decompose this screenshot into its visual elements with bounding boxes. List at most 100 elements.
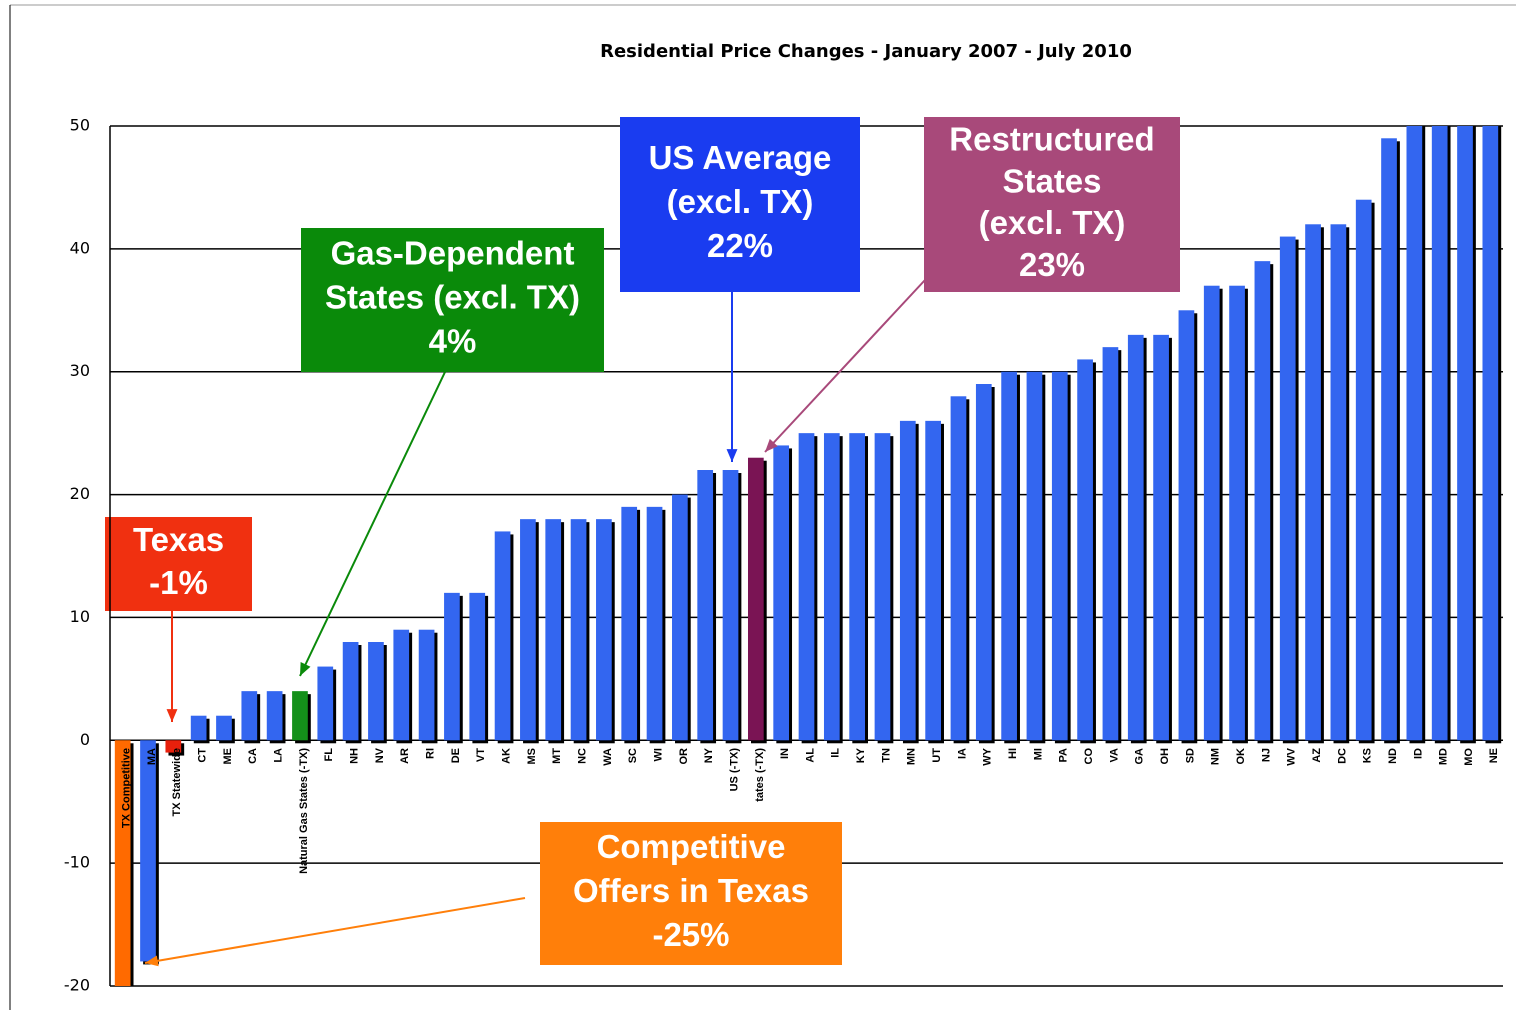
x-tick-label: ME <box>222 748 234 765</box>
x-tick-label: CA <box>247 748 259 764</box>
y-tick-label: 0 <box>80 730 90 749</box>
bar <box>1153 334 1169 741</box>
annotations: Gas-Dependent States (excl. TX) 4% US Avera… <box>105 117 1180 967</box>
annotation-text: Offers in Texas <box>573 872 809 909</box>
bar <box>1330 224 1347 741</box>
x-tick-label: VA <box>1108 748 1120 763</box>
annotation-text: (excl. TX) <box>667 183 814 220</box>
bar <box>368 642 384 741</box>
annotation-text: 22% <box>707 227 773 264</box>
x-tick-label: TX Competitive <box>121 748 133 828</box>
annotation-text: -1% <box>149 564 208 601</box>
bar <box>950 396 967 741</box>
x-tick-label: DE <box>450 748 462 763</box>
x-tick-label: Natural Gas States (-TX) <box>298 748 310 874</box>
bar <box>140 740 156 962</box>
x-tick-label: KY <box>855 747 867 763</box>
x-tick-label: PA <box>1058 748 1070 763</box>
x-tick-label: MA <box>146 748 158 765</box>
y-tick-label: -20 <box>64 976 90 995</box>
annotation-box <box>924 117 1180 292</box>
bar <box>1077 359 1093 741</box>
x-tick-label: LA <box>273 748 285 763</box>
bar <box>342 642 359 741</box>
x-tick-label: NJ <box>1260 748 1272 762</box>
x-tick-label: CO <box>1083 748 1095 765</box>
bar <box>646 506 663 741</box>
x-tick-label: IN <box>779 748 791 759</box>
annotation-text: States (excl. TX) <box>325 279 580 316</box>
bar <box>266 691 283 741</box>
x-tick-label: MO <box>1463 748 1475 766</box>
x-tick-label: SD <box>1184 748 1196 763</box>
arrow-head <box>726 449 738 462</box>
x-tick-label: DC <box>1336 748 1348 764</box>
bar <box>114 740 131 986</box>
bar <box>1102 347 1119 741</box>
bar <box>241 691 258 741</box>
annotation-text: Competitive <box>597 828 786 865</box>
x-tick-label: NE <box>1488 748 1500 763</box>
x-tick-label: WA <box>602 748 614 766</box>
bar <box>1406 126 1423 741</box>
annotation-arrow <box>299 371 446 677</box>
x-tick-label: WV <box>1286 747 1298 765</box>
bar <box>1127 334 1144 741</box>
x-tick-label: CT <box>197 748 209 763</box>
x-tick-label: FL <box>323 748 335 762</box>
bar <box>773 445 790 741</box>
bar <box>165 740 182 753</box>
x-tick-label: WY <box>982 747 994 765</box>
bar <box>1051 371 1068 741</box>
bar <box>925 420 941 741</box>
x-tick-label: NV <box>374 747 386 763</box>
bar <box>798 433 815 741</box>
bar <box>1381 138 1397 741</box>
x-tick-label: AZ <box>1311 748 1323 763</box>
x-tick-label: NC <box>576 748 588 764</box>
bar <box>1254 261 1271 741</box>
labels: TX Competitive MA TX Statewide CT ME CA LA Natu… <box>121 747 1501 874</box>
bar <box>1001 371 1017 741</box>
bar <box>292 691 308 741</box>
bar <box>494 531 511 741</box>
x-tick-label: OK <box>1235 748 1247 765</box>
x-tick-label: SC <box>627 748 639 763</box>
annotation-box <box>105 517 252 611</box>
arrow-head <box>145 955 159 967</box>
bar <box>1279 236 1296 741</box>
x-tick-label: MN <box>906 748 918 765</box>
annotation-text: 4% <box>429 323 477 360</box>
annotation-text: 23% <box>1019 246 1085 283</box>
annotation-text: -25% <box>652 916 729 953</box>
bar <box>190 715 207 741</box>
x-tick-label: AK <box>500 748 512 764</box>
annotation-box <box>301 228 604 372</box>
annotation-arrow <box>144 897 526 964</box>
bar <box>1482 126 1499 741</box>
bar <box>393 629 410 741</box>
bar <box>1178 310 1195 741</box>
bar <box>570 519 587 741</box>
annotation-arrow <box>764 279 926 453</box>
annotation-text: Texas <box>133 521 224 558</box>
y-tick-label: 20 <box>70 484 90 503</box>
x-tick-label: IL <box>830 748 842 758</box>
x-tick-label: tates (-TX) <box>754 748 766 802</box>
bar <box>697 470 714 741</box>
x-tick-label: GA <box>1134 748 1146 765</box>
x-tick-label: TN <box>880 748 892 763</box>
x-tick-label: MT <box>551 748 563 764</box>
bar <box>418 629 435 741</box>
bar <box>520 519 536 741</box>
x-tick-label: TX Statewide <box>171 748 183 816</box>
annotation-text: Restructured <box>949 121 1154 158</box>
bar <box>444 592 460 741</box>
x-tick-label: WI <box>652 748 664 761</box>
arrow-head <box>166 709 178 722</box>
annotation-text: States <box>1002 162 1101 199</box>
arrow-head <box>300 662 311 676</box>
annotation-text: US Average <box>649 139 832 176</box>
x-tick-label: NM <box>1210 748 1222 765</box>
